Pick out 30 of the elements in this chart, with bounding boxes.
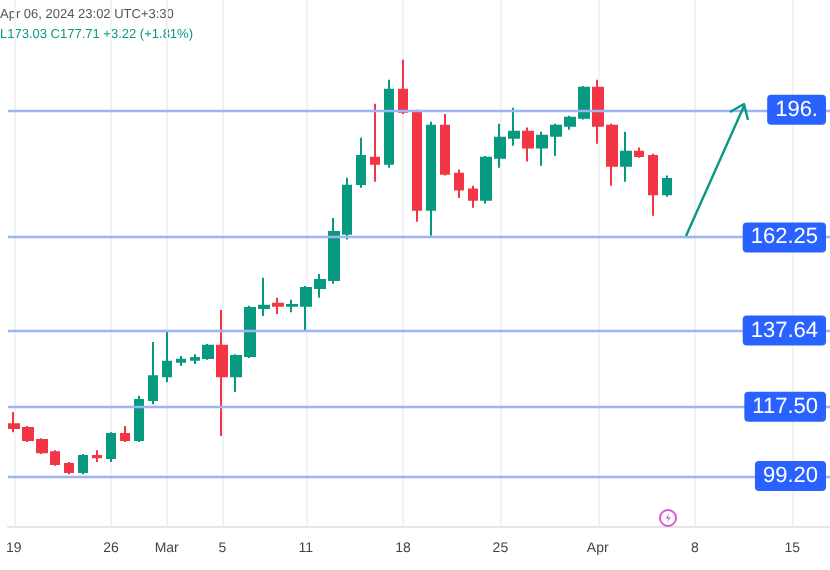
candlestick bbox=[272, 296, 284, 316]
candlestick bbox=[370, 102, 380, 183]
candlestick bbox=[216, 308, 228, 437]
ref-line-label: 162.25 bbox=[750, 225, 818, 250]
candlestick bbox=[398, 58, 408, 115]
candlestick bbox=[162, 330, 172, 384]
candlestick bbox=[648, 152, 658, 217]
candlestick bbox=[454, 168, 464, 199]
candlestick bbox=[78, 453, 88, 476]
ref-line-label: 99.20 bbox=[762, 464, 818, 489]
candlestick bbox=[426, 120, 436, 237]
candlestick bbox=[356, 136, 366, 189]
candlestick bbox=[64, 461, 74, 476]
ref-line-label: 196. bbox=[775, 97, 818, 122]
candlestick bbox=[522, 126, 534, 163]
candlestick bbox=[440, 112, 450, 177]
candlestick bbox=[662, 174, 672, 198]
candlestick bbox=[384, 78, 394, 169]
candlestick bbox=[468, 184, 478, 209]
ref-line-label: 137.64 bbox=[750, 318, 818, 343]
candlestick bbox=[106, 431, 116, 464]
candlestick bbox=[148, 341, 158, 406]
candlestick bbox=[634, 146, 644, 159]
candlestick bbox=[412, 110, 422, 223]
candlestick bbox=[134, 394, 144, 443]
candlestick bbox=[120, 425, 130, 443]
candlestick bbox=[92, 449, 102, 464]
ref-line-label: 117.50 bbox=[752, 394, 818, 419]
candlestick bbox=[176, 355, 186, 367]
candlestick bbox=[620, 130, 632, 183]
